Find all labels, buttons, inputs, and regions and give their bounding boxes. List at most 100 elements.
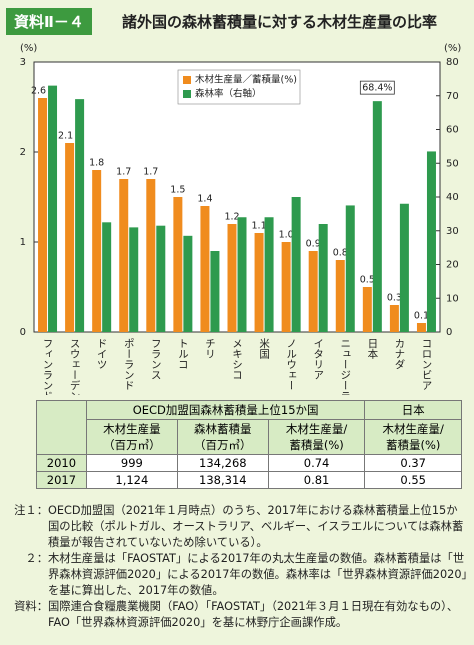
legend-swatch <box>183 90 191 98</box>
note-text: 木材生産量は「FAOSTAT」による2017年の丸太生産量の数値。森林蓄積量は「… <box>48 552 468 597</box>
data-table: OECD加盟国森林蓄積量上位15か国 日本 木材生産量 （百万㎥） 森林蓄積量 （百… <box>36 400 462 489</box>
y2-tick-label: 70 <box>446 91 459 102</box>
bar <box>389 305 399 332</box>
figure-title: 諸外国の森林蓄積量に対する木材生産量の比率 <box>122 13 438 31</box>
bar <box>281 242 291 332</box>
cell: 138,314 <box>176 471 269 489</box>
y-tick-label: 2 <box>20 147 26 158</box>
value-label: 1.5 <box>170 185 185 196</box>
bar <box>129 227 139 332</box>
bar <box>102 222 112 332</box>
x-tick-label: ニュージーランド <box>339 338 351 395</box>
note-label: 資料： <box>14 600 48 613</box>
bar <box>308 251 318 332</box>
row-head: 2017 <box>36 471 87 489</box>
x-tick-label: メキシコ <box>231 338 243 380</box>
y-tick-label: 1 <box>20 237 26 248</box>
x-tick-label: ノルウェー <box>285 338 297 391</box>
note-text: 国際連合食糧農業機関（FAO）「FAOSTAT」（2021年３月１日現在有効なも… <box>48 600 459 629</box>
bar <box>75 99 85 332</box>
bar <box>372 101 382 333</box>
y2-tick-label: 0 <box>446 327 452 338</box>
value-label: 0.8 <box>333 248 348 259</box>
y2-tick-label: 50 <box>446 158 459 169</box>
bar <box>399 203 409 332</box>
x-tick-label: カナダ <box>393 338 405 370</box>
bar <box>237 217 247 332</box>
legend-box <box>177 69 301 105</box>
legend-label: 木材生産量／蓄積量(%) <box>195 74 297 86</box>
note: 資料： 国際連合食糧農業機関（FAO）「FAOSTAT」（2021年３月１日現在有… <box>6 599 468 631</box>
bar <box>254 233 264 332</box>
legend-swatch <box>183 76 191 84</box>
y-unit: (%) <box>20 43 37 54</box>
y2-unit: (%) <box>444 43 461 54</box>
table-head: 日本 <box>364 400 462 420</box>
x-tick-label: ポーランド <box>123 338 135 391</box>
table-head: 木材生産量 （百万㎥） <box>85 419 178 455</box>
corner <box>36 400 87 455</box>
bar <box>65 143 75 332</box>
bar <box>362 287 372 332</box>
bar <box>146 179 156 332</box>
y2-tick-label: 40 <box>446 192 459 203</box>
value-label: 1.4 <box>197 194 212 205</box>
bar <box>210 251 220 332</box>
notes: 注１： OECD加盟国（2021年１月時点）のうち、2017年における森林蓄積量上… <box>6 503 468 631</box>
y2-tick-label: 20 <box>446 260 459 271</box>
x-tick-label: 米国 <box>258 337 270 360</box>
x-tick-label: フランス <box>150 338 162 380</box>
value-label: 2.1 <box>58 131 73 142</box>
note: 注１： OECD加盟国（2021年１月時点）のうち、2017年における森林蓄積量上… <box>6 503 468 551</box>
x-tick-label: チリ <box>204 338 216 359</box>
value-label: 0.3 <box>387 293 402 304</box>
value-label: 0.1 <box>414 311 429 322</box>
value-label: 68.4% <box>362 83 392 94</box>
note-label: ２： <box>25 552 48 565</box>
table-head: OECD加盟国森林蓄積量上位15か国 <box>85 400 366 420</box>
value-label: 0.5 <box>360 275 375 286</box>
y2-tick-label: 30 <box>446 226 459 237</box>
table-head: 木材生産量/ 蓄積量(%) <box>267 419 366 455</box>
legend-label: 森林率（右軸） <box>195 88 262 100</box>
value-label: 0.9 <box>306 239 321 250</box>
value-label: 1.7 <box>143 167 158 178</box>
label-box <box>359 80 395 95</box>
bar <box>335 260 345 332</box>
bar <box>318 224 328 332</box>
bar <box>227 224 237 332</box>
cell: 999 <box>85 454 178 472</box>
x-tick-label: スウェーデン <box>69 338 81 395</box>
y2-tick-label: 80 <box>446 57 459 68</box>
bar <box>291 197 301 332</box>
note-text: OECD加盟国（2021年１月時点）のうち、2017年における森林蓄積量上位15… <box>48 504 464 549</box>
row-head: 2010 <box>36 454 87 472</box>
bar <box>426 151 436 332</box>
cell: 0.55 <box>364 471 462 489</box>
cell: 1,124 <box>85 471 178 489</box>
x-tick-label: コロンビア <box>420 338 432 391</box>
bar <box>264 217 274 332</box>
chart: (%) (%)012301020304050607080フィンランド2.6スウェー… <box>20 43 462 395</box>
bar <box>119 179 129 332</box>
note: ２： 木材生産量は「FAOSTAT」による2017年の丸太生産量の数値。森林蓄積量… <box>6 551 468 599</box>
table-head: 森林蓄積量 （百万㎥） <box>176 419 269 455</box>
x-tick-label: イタリア <box>312 338 324 380</box>
value-label: 1.1 <box>252 221 267 232</box>
y-tick-label: 3 <box>20 57 26 68</box>
value-label: 1.7 <box>116 167 131 178</box>
x-tick-label: フィンランド <box>42 338 54 395</box>
bar <box>345 205 355 332</box>
y-tick-label: 0 <box>20 327 26 338</box>
note-label: 注１： <box>14 504 48 517</box>
y2-tick-label: 60 <box>446 125 459 136</box>
cell: 134,268 <box>176 454 269 472</box>
bar <box>38 98 48 332</box>
table-head: 木材生産量/ 蓄積量(%) <box>364 419 462 455</box>
value-label: 1.8 <box>89 158 104 169</box>
bar <box>200 206 210 332</box>
value-label: 2.6 <box>31 86 46 97</box>
bar <box>156 225 166 332</box>
bar <box>183 235 193 332</box>
